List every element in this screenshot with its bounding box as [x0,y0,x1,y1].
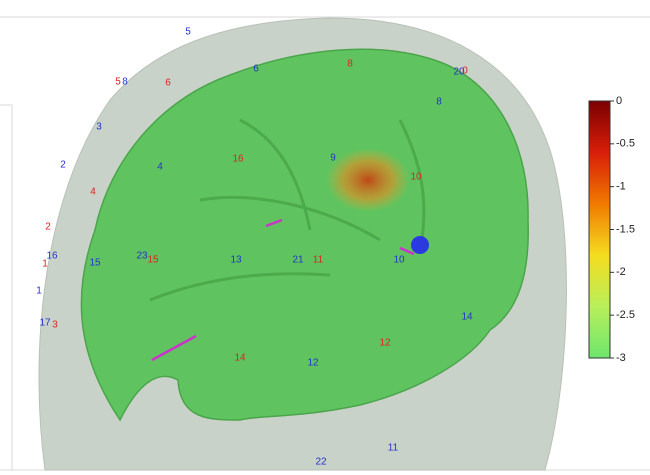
electrode-label: 1 [42,259,48,270]
electrode-label: 16 [46,251,58,262]
electrode-label: 12 [307,358,319,369]
electrode-label: 2 [45,222,51,233]
colorbar-tick-label: -2.5 [616,309,635,321]
activation [326,148,410,212]
electrode-label: 11 [313,255,324,266]
electrode-label: 21 [292,255,304,266]
electrode-label: 15 [89,258,101,269]
electrode-label: 14 [234,353,246,364]
electrode-marker [411,236,429,254]
electrode-label: 4 [157,162,163,173]
electrode-label: 20 [453,67,465,78]
electrode-label: 3 [96,122,102,133]
electrode-label: 5 [115,77,121,88]
electrode-label: 6 [253,64,259,75]
sulci [149,118,426,302]
colorbar-tick-label: -0.5 [616,138,635,150]
electrode-label: 9 [330,153,336,164]
colorbar-tick-label: -1 [616,181,626,193]
electrode-label: 8 [347,59,353,70]
electrode-label: 16 [232,154,244,165]
colorbar-tick-label: -3 [616,352,626,364]
colorbar-tick-label: -1.5 [616,223,635,235]
electrode-label: 15 [147,255,159,266]
electrode-label: 6 [165,78,171,89]
electrode-label: 14 [461,312,473,323]
electrode-label: 5 [185,27,191,38]
colorbar [588,100,611,359]
electrode-label: 13 [230,255,242,266]
electrode-label: 3 [52,320,58,331]
electrode-label: 17 [39,318,51,329]
electrode-label: 23 [136,251,148,262]
electrode-label: 10 [393,255,405,266]
brain [80,48,529,422]
electrode-label: 2 [60,160,66,171]
electrode-label: 4 [90,187,96,198]
probe-lines [151,218,415,362]
electrode-label: 1 [36,286,42,297]
electrode-label: 10 [410,172,422,183]
side-panel [0,104,13,470]
electrode-label: 0 [462,66,468,77]
electrode-label: 8 [122,77,128,88]
electrode-label: 11 [388,443,399,454]
electrode-label: 8 [436,97,442,108]
colorbar-tick-label: -2 [616,266,626,278]
electrode-label: 12 [379,338,391,349]
electrode-label: 22 [315,457,327,468]
colorbar-tick-label: 0 [616,95,622,107]
